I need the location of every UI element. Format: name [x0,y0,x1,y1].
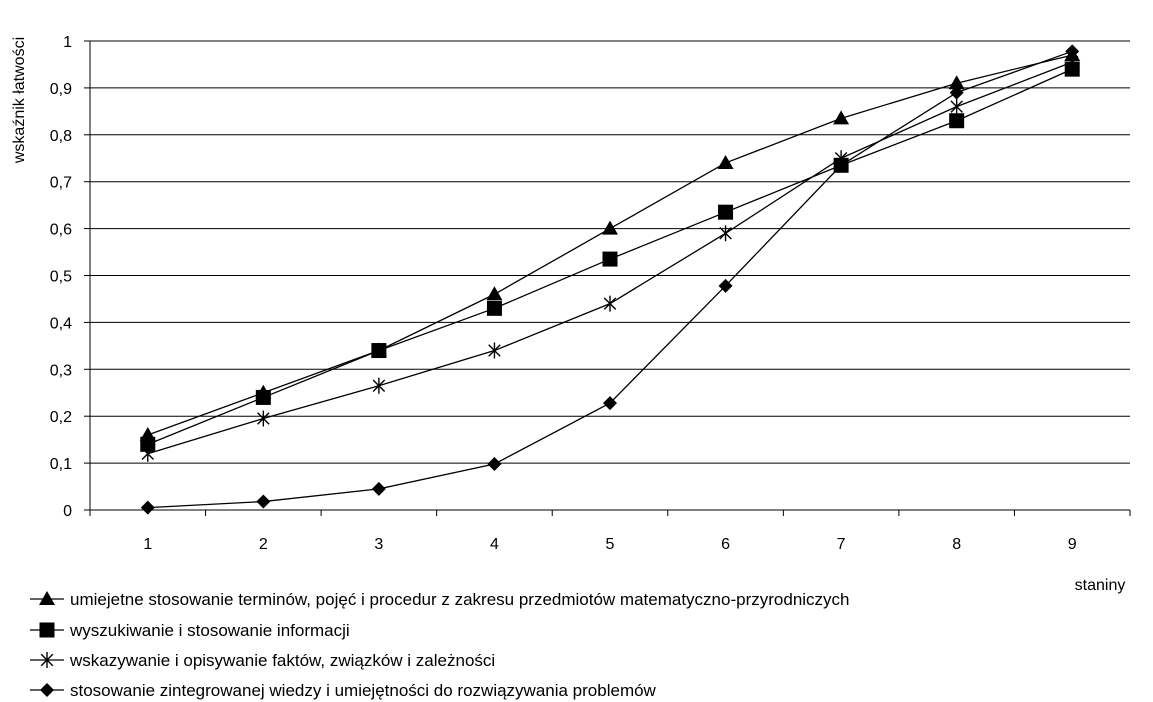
data-point-triangle [717,154,734,169]
y-tick-label: 0,8 [50,128,72,145]
x-tick-label: 6 [721,536,730,553]
data-point-asterisk [719,225,732,242]
marker-stroke [141,447,155,460]
y-tick-label: 0,5 [50,269,72,286]
y-tick-label: 0,9 [50,81,72,98]
data-point-square [255,389,271,405]
data-point-asterisk [257,410,270,427]
x-tick-label: 2 [259,536,268,553]
data-point-diamond [718,278,733,293]
data-point-asterisk [603,295,617,312]
data-point-square [371,343,387,359]
data-point-diamond [834,158,849,173]
y-tick-label: 0,7 [50,175,72,192]
x-tick-label: 4 [490,536,499,553]
x-tick-label: 1 [143,536,152,553]
data-point-square [140,436,156,452]
marker-stroke [603,297,617,310]
series-line [147,50,1073,509]
data-point-triangle [948,75,965,90]
data-point-diamond [949,85,964,100]
data-point-diamond [487,457,502,472]
series-group [139,44,1081,515]
x-tick-label: 5 [606,536,615,553]
marker-stroke [40,653,54,667]
marker-stroke [257,412,270,425]
data-point-triangle [486,286,503,301]
data-point-asterisk [488,342,501,359]
legend-label: wyszukiwanie i stosowanie informacji [69,621,350,640]
data-point-square [486,300,502,316]
data-point-triangle [602,220,618,235]
gridlines [84,40,1130,511]
data-point-asterisk [950,98,963,115]
marker-stroke [834,151,848,165]
data-point-asterisk [372,377,386,394]
series-triangle [139,47,1081,441]
y-tick-label: 0,6 [50,222,72,239]
legend-label: stosowanie zintegrowanej wiedzy i umieję… [70,681,657,700]
data-point-triangle [833,110,850,125]
axes [89,41,1131,516]
data-point-square [949,113,965,129]
legend-item: umiejetne stosowanie terminów, pojęć i p… [30,590,850,609]
series-diamond [140,44,1080,515]
legend-label: umiejetne stosowanie terminów, pojęć i p… [70,590,850,609]
data-point-diamond [603,396,617,411]
legend-marker-asterisk [40,652,54,668]
marker-stroke [950,100,963,113]
x-axis-label: staniny [1075,577,1126,594]
y-tick-label: 1 [63,34,72,51]
series-asterisk [141,54,1079,462]
y-tick-label: 0 [63,503,72,520]
y-tick-label: 0,4 [50,315,72,332]
legend: umiejetne stosowanie terminów, pojęć i p… [30,590,850,700]
data-point-diamond [256,494,271,509]
marker-stroke [488,344,501,357]
marker-stroke [372,379,386,392]
legend-item: wskazywanie i opisywanie faktów, związkó… [30,651,495,670]
y-axis-label: wskaźnik łatwości [11,37,28,164]
y-tick-labels: 0 0,1 0,2 0,3 0,4 0,5 0,6 0,7 0,8 0,9 1 [50,34,72,520]
legend-item: stosowanie zintegrowanej wiedzy i umieję… [30,681,657,700]
data-point-square [602,251,618,267]
data-point-diamond [140,500,155,515]
x-tick-label: 3 [374,536,383,553]
data-point-diamond [371,481,386,496]
x-tick-label: 8 [952,536,961,553]
x-tick-label: 9 [1068,536,1077,553]
x-tick-label: 7 [837,536,846,553]
marker-stroke [1065,55,1079,69]
data-point-diamond [1065,44,1080,59]
legend-marker-square [39,622,55,638]
y-tick-label: 0,2 [50,409,72,426]
series-square [140,61,1080,452]
y-tick-label: 0,3 [50,362,72,379]
legend-label: wskazywanie i opisywanie faktów, związkó… [69,651,495,670]
legend-marker-triangle [39,591,55,605]
y-tick-label: 0,1 [50,456,72,473]
data-point-asterisk [141,445,155,462]
marker-stroke [719,227,732,240]
data-point-square [718,204,734,220]
legend-marker-diamond [40,683,54,697]
legend-item: wyszukiwanie i stosowanie informacji [30,621,350,640]
series-line [147,54,1073,436]
x-tick-labels: 1 2 3 4 5 6 7 8 9 [143,536,1076,553]
